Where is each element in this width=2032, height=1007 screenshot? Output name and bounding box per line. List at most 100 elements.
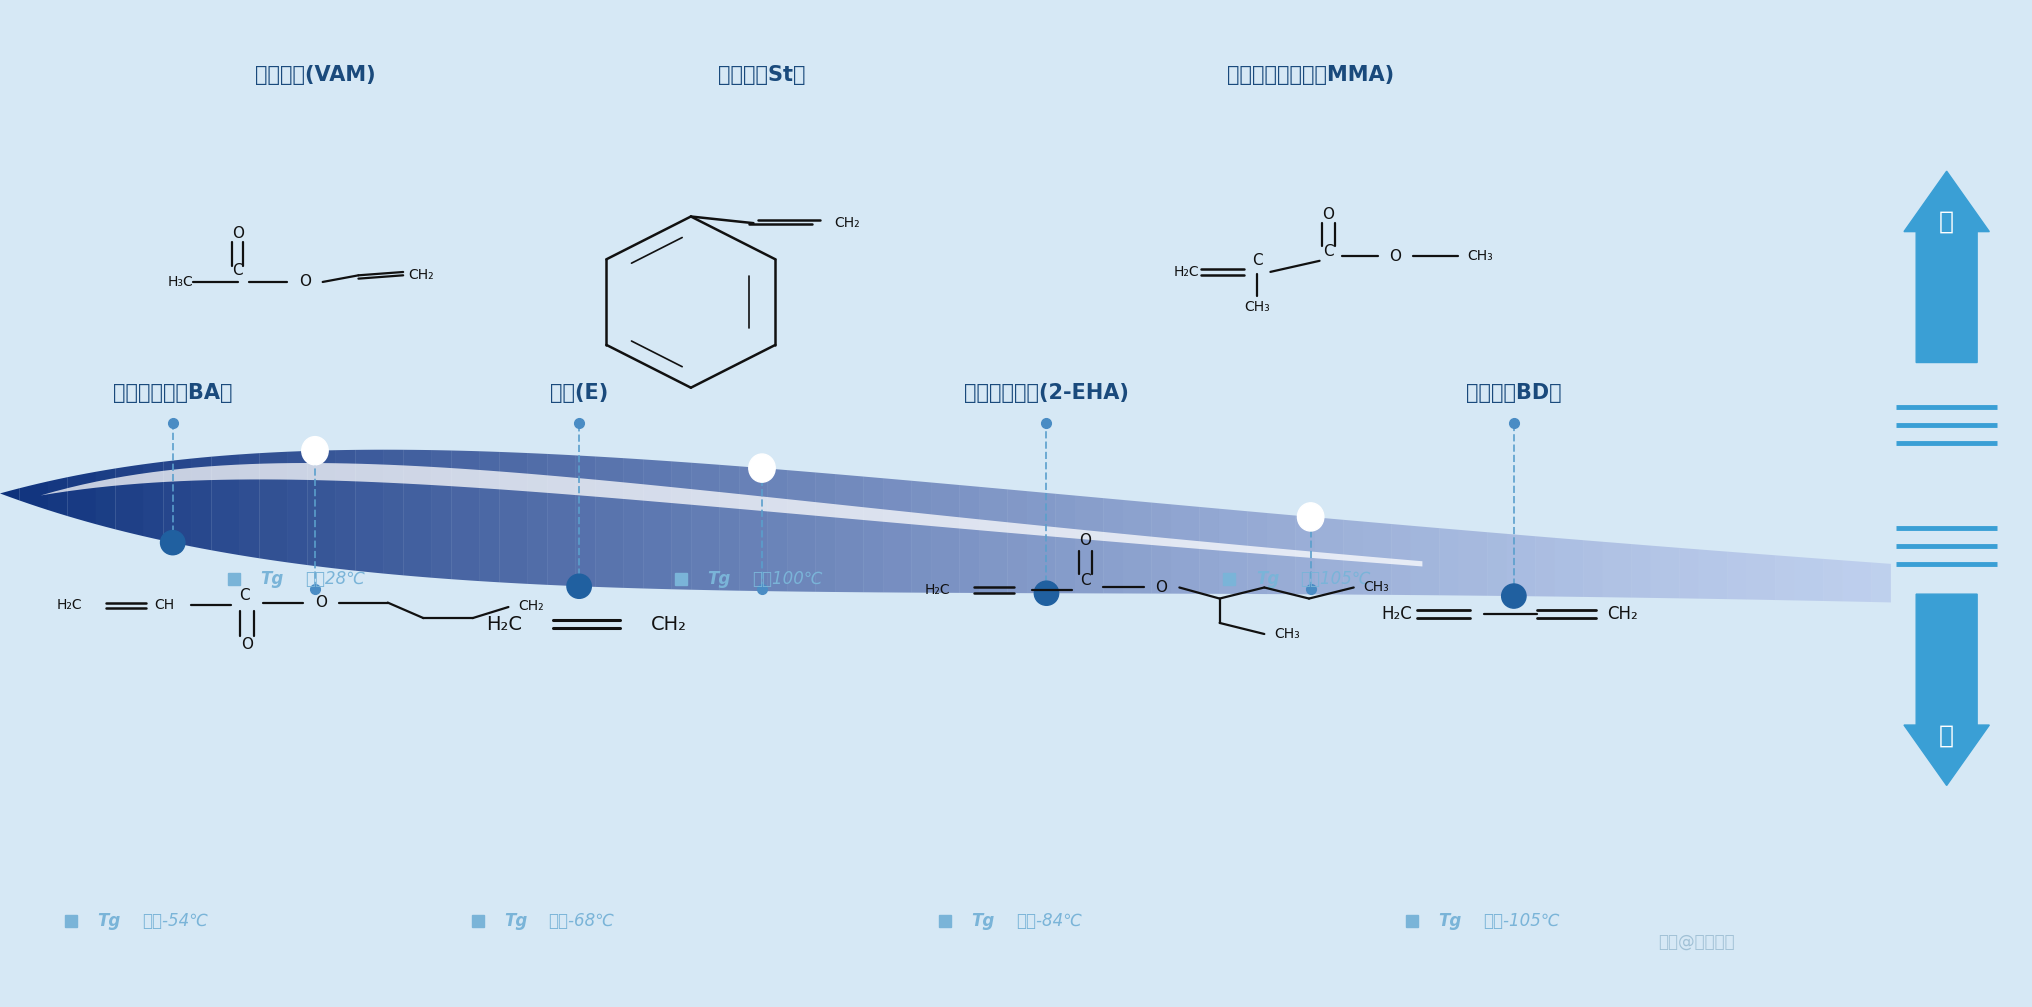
Text: Tg: Tg — [260, 570, 282, 588]
Polygon shape — [1008, 489, 1026, 593]
Polygon shape — [1026, 491, 1057, 593]
Text: Tg: Tg — [504, 912, 526, 930]
Polygon shape — [1680, 548, 1699, 599]
Polygon shape — [1823, 559, 1843, 601]
Polygon shape — [1343, 520, 1363, 595]
Polygon shape — [1363, 522, 1392, 595]
Text: 值：100℃: 值：100℃ — [752, 570, 823, 588]
Ellipse shape — [567, 574, 591, 598]
Polygon shape — [163, 458, 191, 547]
Polygon shape — [240, 453, 260, 558]
Text: 知乎@九崎大蛇: 知乎@九崎大蛇 — [1658, 932, 1735, 951]
Text: CH₂: CH₂ — [408, 268, 435, 282]
Text: O: O — [1079, 534, 1091, 549]
Polygon shape — [1103, 498, 1124, 593]
Polygon shape — [1124, 499, 1152, 593]
Text: 值：-68℃: 值：-68℃ — [549, 912, 614, 930]
Polygon shape — [575, 455, 595, 587]
Polygon shape — [402, 450, 433, 578]
Text: 醋酸乙烯(VAM): 醋酸乙烯(VAM) — [254, 65, 376, 86]
Polygon shape — [1843, 560, 1871, 602]
Text: CH₂: CH₂ — [652, 615, 687, 633]
Polygon shape — [41, 463, 1422, 567]
Polygon shape — [1248, 512, 1268, 594]
Polygon shape — [740, 466, 768, 591]
Polygon shape — [18, 481, 49, 510]
Text: C: C — [1252, 254, 1262, 268]
Text: H₂C: H₂C — [925, 583, 951, 597]
Text: CH₃: CH₃ — [1363, 580, 1390, 594]
Text: CH₂: CH₂ — [1607, 605, 1638, 623]
Polygon shape — [260, 452, 289, 563]
Text: C: C — [240, 588, 250, 603]
Polygon shape — [1057, 493, 1075, 593]
Text: C: C — [1081, 573, 1091, 588]
Polygon shape — [1727, 552, 1748, 599]
Polygon shape — [1315, 518, 1343, 594]
Polygon shape — [786, 470, 817, 592]
Text: 软: 软 — [1939, 723, 1955, 747]
Polygon shape — [96, 468, 116, 530]
Text: O: O — [1390, 249, 1402, 264]
Ellipse shape — [1296, 502, 1325, 531]
Polygon shape — [1554, 538, 1583, 597]
Polygon shape — [1508, 534, 1536, 596]
Polygon shape — [691, 462, 719, 590]
Polygon shape — [191, 457, 211, 550]
Polygon shape — [931, 482, 959, 593]
Polygon shape — [1392, 524, 1410, 595]
Text: C: C — [1323, 245, 1333, 260]
Ellipse shape — [161, 531, 185, 555]
Polygon shape — [547, 454, 575, 586]
Polygon shape — [1459, 530, 1487, 596]
Polygon shape — [642, 459, 673, 589]
Polygon shape — [500, 452, 528, 584]
Text: 值：-105℃: 值：-105℃ — [1483, 912, 1561, 930]
Polygon shape — [49, 477, 67, 516]
Text: Tg: Tg — [707, 570, 729, 588]
FancyArrow shape — [1904, 171, 1989, 363]
Text: O: O — [242, 637, 252, 653]
Text: H₂C: H₂C — [1172, 265, 1199, 279]
Text: 丁二烯（BD）: 丁二烯（BD） — [1465, 383, 1563, 403]
Ellipse shape — [301, 437, 329, 465]
Polygon shape — [1650, 546, 1680, 598]
Polygon shape — [67, 471, 96, 525]
Polygon shape — [480, 451, 500, 582]
Polygon shape — [1699, 550, 1727, 599]
Text: 值：105℃: 值：105℃ — [1300, 570, 1372, 588]
Polygon shape — [144, 462, 163, 541]
Polygon shape — [528, 453, 547, 585]
Polygon shape — [817, 472, 835, 592]
Text: Tg: Tg — [1256, 570, 1278, 588]
Text: CH: CH — [154, 598, 175, 612]
Text: 丙烯酸异辛酯(2-EHA): 丙烯酸异辛酯(2-EHA) — [963, 383, 1130, 403]
Ellipse shape — [1034, 581, 1059, 605]
Text: O: O — [232, 226, 244, 241]
Text: H₂C: H₂C — [57, 598, 83, 612]
Text: 值：-54℃: 值：-54℃ — [142, 912, 207, 930]
Polygon shape — [1776, 555, 1794, 600]
Ellipse shape — [1502, 584, 1526, 608]
Polygon shape — [959, 485, 979, 593]
Text: CH₃: CH₃ — [1244, 300, 1270, 314]
Text: Tg: Tg — [98, 912, 120, 930]
Polygon shape — [1441, 529, 1459, 595]
Text: 甲基丙烯酸甲酯（MMA): 甲基丙烯酸甲酯（MMA) — [1227, 65, 1394, 86]
Text: O: O — [1323, 206, 1335, 222]
Text: O: O — [1156, 580, 1168, 595]
Text: O: O — [299, 275, 311, 289]
Polygon shape — [719, 465, 740, 591]
Text: 苯乙烯（St）: 苯乙烯（St） — [717, 65, 807, 86]
Polygon shape — [1536, 537, 1554, 596]
Text: 硬: 硬 — [1939, 209, 1955, 234]
FancyArrow shape — [1904, 594, 1989, 785]
Polygon shape — [1410, 526, 1441, 595]
Text: C: C — [232, 264, 244, 278]
Polygon shape — [1748, 553, 1776, 600]
Polygon shape — [864, 476, 884, 592]
Polygon shape — [673, 461, 691, 590]
Polygon shape — [1632, 544, 1650, 598]
Polygon shape — [1219, 509, 1248, 594]
Polygon shape — [116, 464, 144, 537]
